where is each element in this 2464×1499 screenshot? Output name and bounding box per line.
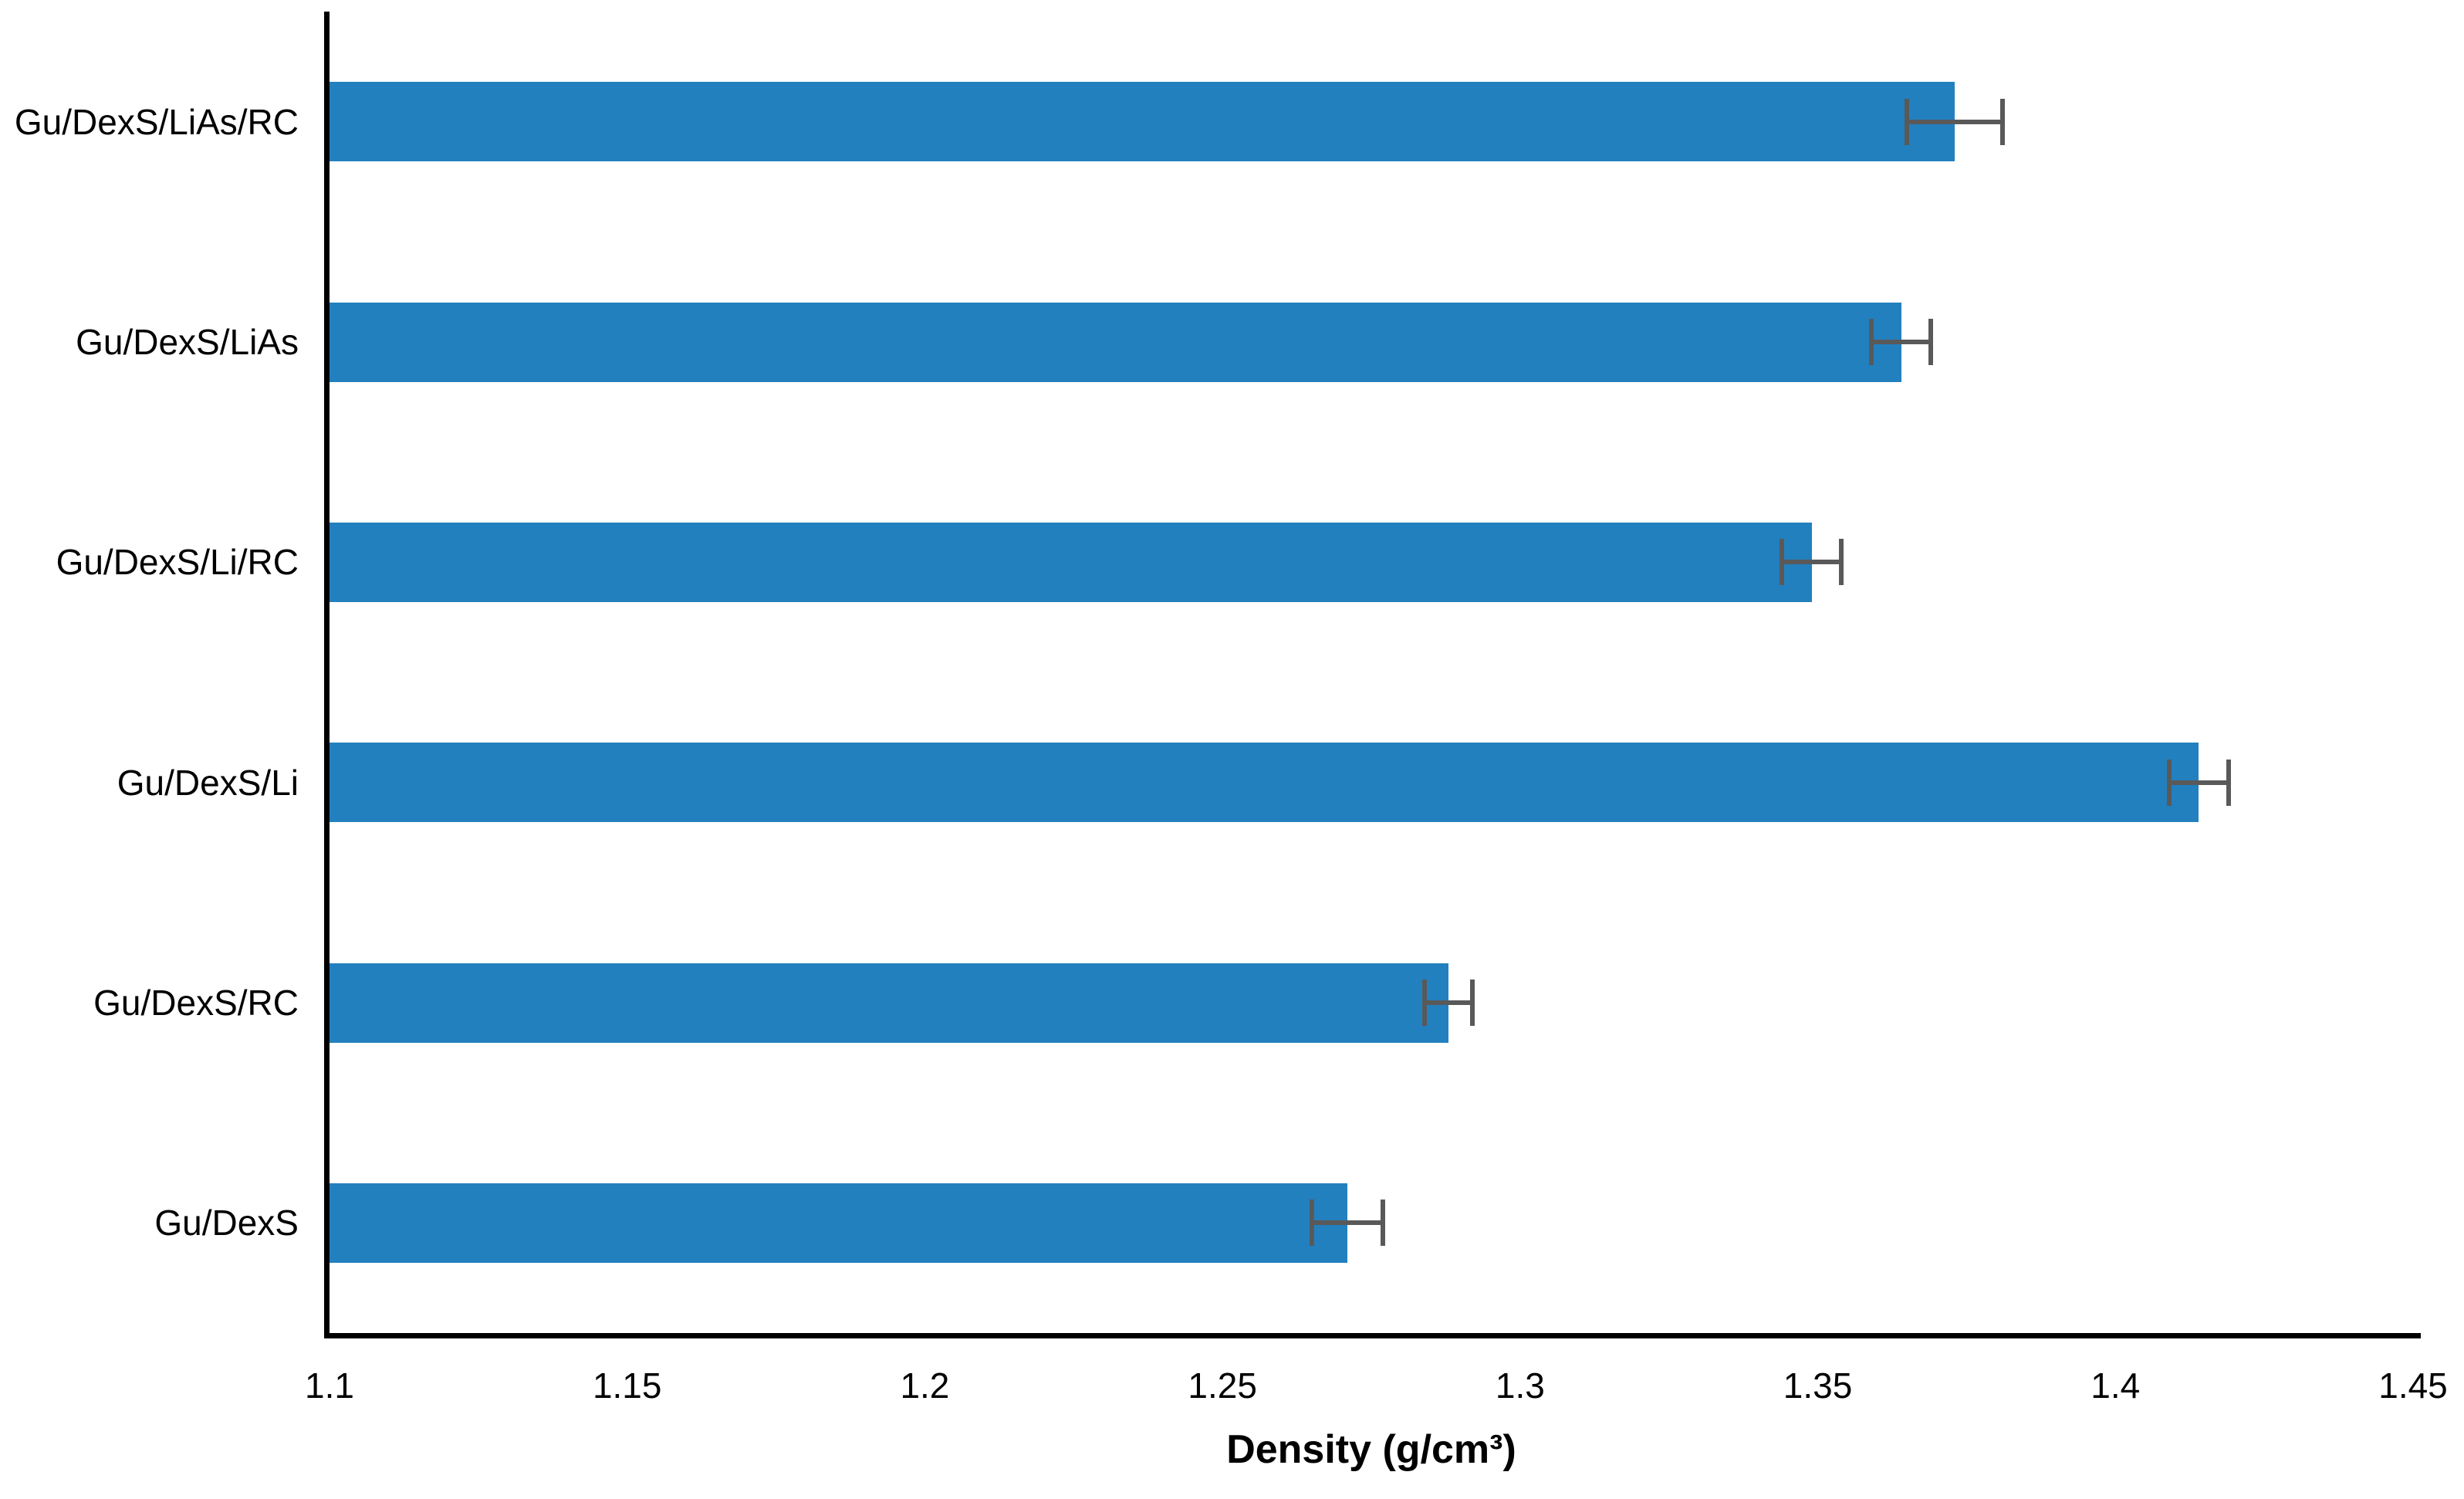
bar-1 (330, 302, 1901, 382)
error-bar-line-2 (1782, 560, 1842, 565)
error-bar-line-5 (1311, 1220, 1384, 1226)
x-tick-label-1.25: 1.25 (1188, 1365, 1257, 1406)
error-bar-cap-3-low (2166, 759, 2172, 806)
x-axis-line (324, 1333, 2421, 1338)
error-bar-cap-5-high (1381, 1200, 1386, 1247)
x-tick-label-1.15: 1.15 (592, 1365, 662, 1406)
x-tick-label-1.1: 1.1 (305, 1365, 354, 1406)
bar-2 (330, 522, 1812, 602)
x-tick-label-1.3: 1.3 (1495, 1365, 1545, 1406)
category-label-1: Gu/DexS/LiAs (76, 322, 299, 362)
category-label-5: Gu/DexS (154, 1203, 299, 1244)
category-label-4: Gu/DexS/RC (93, 983, 299, 1023)
x-tick-label-1.45: 1.45 (2378, 1365, 2448, 1406)
error-bar-cap-0-high (1999, 98, 2005, 145)
bar-5 (330, 1183, 1348, 1263)
bar-4 (330, 963, 1449, 1043)
error-bar-cap-5-low (1309, 1200, 1314, 1247)
error-bar-cap-4-high (1470, 980, 1475, 1026)
error-bar-cap-0-low (1905, 98, 1910, 145)
error-bar-cap-1-low (1869, 319, 1874, 365)
error-bar-cap-1-high (1928, 319, 1934, 365)
error-bar-cap-4-low (1422, 980, 1428, 1026)
error-bar-line-3 (2168, 780, 2229, 785)
y-axis-line (324, 12, 330, 1338)
category-label-2: Gu/DexS/Li/RC (56, 542, 299, 583)
category-label-3: Gu/DexS/Li (117, 762, 299, 803)
bar-0 (330, 82, 1955, 162)
error-bar-cap-2-high (1839, 539, 1844, 586)
error-bar-line-4 (1425, 1000, 1473, 1005)
error-bar-line-1 (1871, 340, 1932, 344)
x-tick-label-1.35: 1.35 (1783, 1365, 1853, 1406)
error-bar-line-0 (1907, 119, 2003, 124)
x-axis-title: Density (g/cm³) (1226, 1427, 1516, 1472)
error-bar-cap-2-low (1780, 539, 1785, 586)
bar-3 (330, 743, 2199, 823)
x-tick-label-1.4: 1.4 (2091, 1365, 2141, 1406)
x-tick-label-1.2: 1.2 (900, 1365, 950, 1406)
error-bar-cap-3-high (2226, 759, 2231, 806)
category-label-0: Gu/DexS/LiAs/RC (14, 101, 299, 142)
